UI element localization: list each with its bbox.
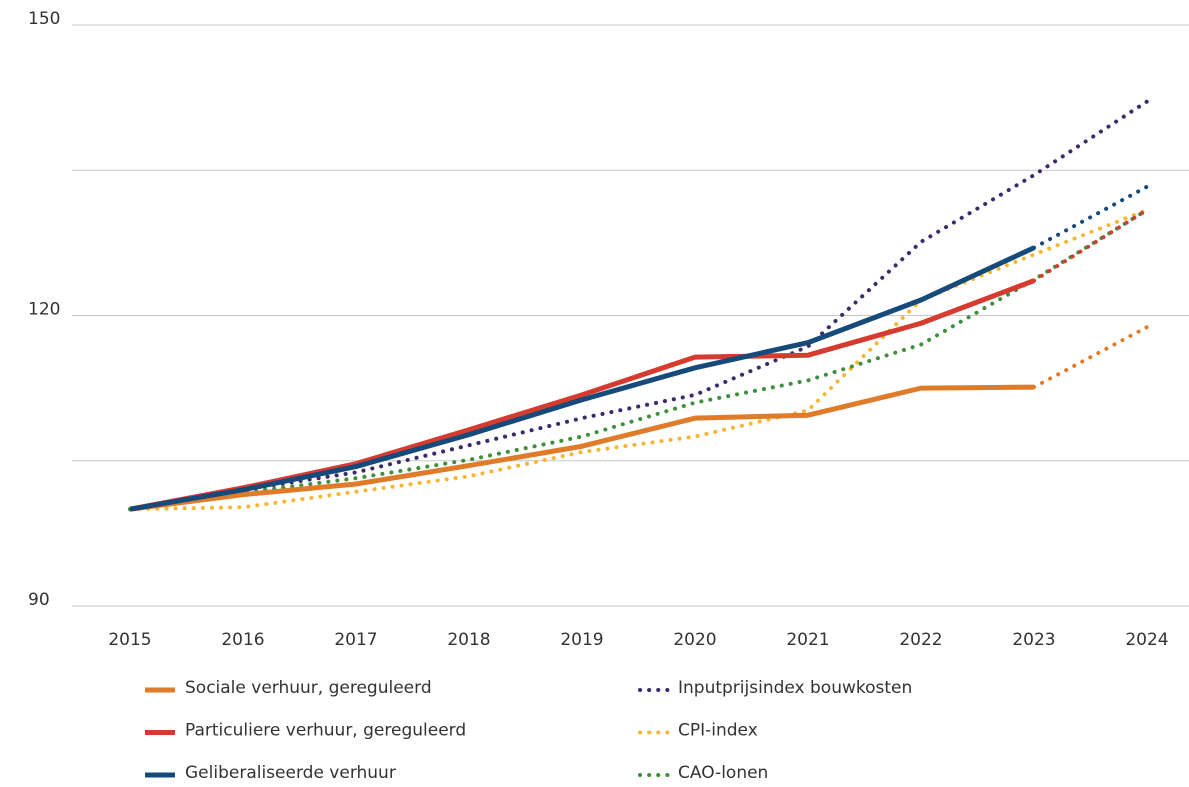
- legend-label: CAO-lonen: [678, 763, 768, 783]
- x-tick-label: 2018: [447, 630, 490, 650]
- dotted-line: [128, 207, 1149, 512]
- y-tick-label: 90: [28, 590, 50, 610]
- x-tick-label: 2016: [221, 630, 264, 650]
- x-tick-label: 2015: [108, 630, 151, 650]
- dotted-line: [128, 207, 1149, 512]
- legend-label: Sociale verhuur, gereguleerd: [185, 678, 432, 698]
- legend-label: Geliberaliseerde verhuur: [185, 763, 396, 783]
- x-tick-label: 2024: [1125, 630, 1168, 650]
- x-tick-label: 2017: [334, 630, 377, 650]
- legend-label: Particuliere verhuur, gereguleerd: [185, 721, 466, 741]
- x-tick-label: 2023: [1012, 630, 1055, 650]
- dotted-line: [1032, 325, 1149, 390]
- dotted-line: [1032, 207, 1149, 283]
- x-tick-label: 2022: [899, 630, 942, 650]
- line: [129, 384, 1035, 512]
- x-tick-label: 2021: [786, 630, 829, 650]
- legend-label: Inputprijsindex bouwkosten: [678, 678, 912, 698]
- x-tick-label: 2020: [673, 630, 716, 650]
- x-tick-label: 2019: [560, 630, 603, 650]
- y-tick-label: 150: [28, 9, 60, 29]
- legend-label: CPI-index: [678, 721, 758, 741]
- line: [129, 245, 1036, 512]
- y-tick-label: 120: [28, 300, 60, 320]
- dotted-line: [1032, 184, 1149, 250]
- dotted-line: [128, 99, 1149, 512]
